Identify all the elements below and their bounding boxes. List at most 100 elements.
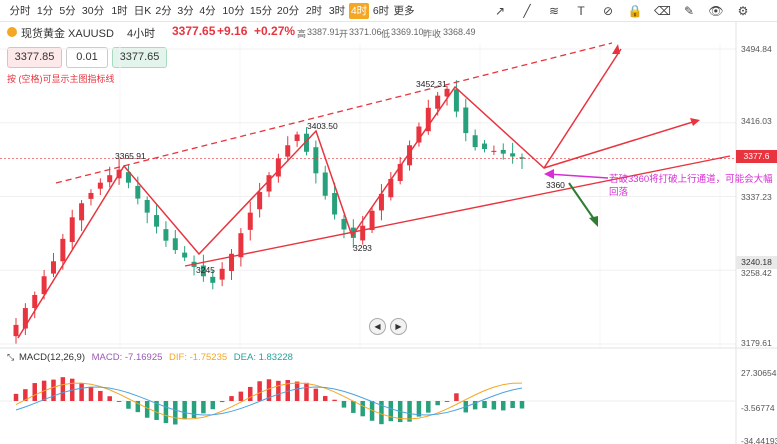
candle-body	[397, 163, 403, 181]
timeframe-tab[interactable]: 4分	[199, 5, 216, 17]
macd-histogram-bar	[126, 401, 131, 409]
macd-histogram-bar	[219, 401, 225, 403]
candle-body	[125, 172, 131, 183]
price-tick: 3494.84	[741, 44, 772, 54]
eye-icon[interactable]: 👁	[708, 4, 724, 18]
macd-histogram-bar	[519, 401, 525, 409]
draw-line-icon[interactable]: ╱	[523, 4, 531, 18]
timeframe-tab[interactable]: 更多	[393, 5, 415, 17]
macd-header: MACD(12,26,9) MACD: -7.16925 DIF: -1.752…	[19, 352, 297, 364]
annotation-text: 若破3360将打破上行通道，可能会大幅	[609, 173, 773, 185]
buy-price-button[interactable]: 3377.65	[112, 47, 167, 68]
channel-resistance-line	[55, 42, 613, 184]
macd-histogram-bar	[210, 401, 216, 410]
timeframe-tab[interactable]: 10分	[222, 5, 245, 17]
draw-text-icon[interactable]: T	[577, 4, 585, 18]
macd-histogram-bar	[173, 401, 178, 425]
price-change: +9.16	[217, 24, 248, 38]
candle-body	[322, 172, 328, 196]
timeframe-tab[interactable]: 分时	[9, 5, 31, 17]
macd-histogram-bar	[51, 379, 56, 401]
candle-body	[172, 238, 178, 251]
high-label: 高	[297, 29, 307, 39]
eraser-icon[interactable]: ⌫	[654, 4, 671, 18]
hide-icon[interactable]: ⊘	[602, 4, 614, 18]
open-label: 开	[339, 29, 349, 39]
macd-title[interactable]: MACD(12,26,9)	[19, 352, 85, 363]
macd-histogram-bar	[13, 393, 19, 401]
annotation-arrowhead	[544, 169, 554, 179]
quantity-input[interactable]: 0.01	[66, 47, 108, 68]
candle-body	[416, 126, 422, 143]
macd-tick: -34.44193	[741, 436, 777, 444]
macd-histogram-bar	[191, 401, 197, 418]
macd-histogram-bar	[32, 383, 37, 401]
crosshair-price-marker: 3240.18	[736, 256, 777, 269]
macd-histogram-bar	[60, 377, 66, 401]
low-label: 低	[381, 29, 391, 39]
macd-histogram-bar	[107, 396, 112, 401]
bear-projection-line	[568, 182, 597, 223]
macd-histogram-bar	[369, 401, 375, 421]
symbol-timeframe[interactable]: 4小时	[127, 28, 156, 40]
macd-histogram-bar	[79, 383, 84, 401]
draw-channel-icon[interactable]: ≋	[548, 4, 560, 18]
macd-histogram-bar	[266, 379, 272, 401]
candle-body	[425, 107, 431, 132]
current-price-marker: 3377.6	[736, 150, 777, 163]
timeframe-tab[interactable]: 15分	[249, 5, 273, 17]
candle-body	[275, 158, 281, 177]
timeframe-tab[interactable]: 日K	[133, 5, 152, 17]
candle-body	[482, 143, 488, 149]
draw-arrow-icon[interactable]: ↗	[494, 4, 506, 18]
timeframe-tab[interactable]: 1时	[111, 5, 128, 17]
edit-icon[interactable]: ✎	[683, 4, 695, 18]
candle-body	[369, 210, 375, 231]
prev-close-value: 3368.49	[443, 27, 476, 37]
collapse-icon[interactable]: ⤡	[7, 352, 15, 362]
swing-label: 3245	[196, 265, 215, 275]
candle-body	[453, 89, 459, 112]
timeframe-tab[interactable]: 2时	[305, 5, 323, 17]
macd-histogram-bar	[482, 401, 487, 409]
macd-histogram-bar	[135, 401, 141, 413]
sell-price-button[interactable]: 3377.85	[7, 47, 62, 68]
timeframe-tab[interactable]: 20分	[276, 5, 300, 17]
candle-body	[69, 217, 75, 243]
indicator-hint: 按 (空格)可显示主图指标线	[7, 74, 115, 84]
settings-icon[interactable]: ⚙	[737, 4, 749, 18]
timeframe-tab[interactable]: 30分	[81, 5, 105, 17]
candle-body	[32, 294, 38, 309]
swing-label: 3452.31	[416, 79, 447, 89]
timeframe-tab[interactable]: 3时	[328, 5, 346, 17]
candle-body	[182, 252, 188, 258]
candle-body	[313, 147, 319, 174]
macd-histogram-bar	[379, 401, 384, 425]
macd-histogram-bar	[144, 401, 150, 418]
scroll-forward-button[interactable]: ▶	[390, 318, 407, 335]
swing-label: 3403.50	[307, 121, 338, 131]
macd-histogram-bar	[435, 401, 440, 406]
timeframe-tab[interactable]: 6时	[372, 5, 390, 17]
lock-icon[interactable]: 🔒	[627, 4, 643, 18]
macd-histogram-bar	[116, 401, 122, 402]
timeframe-toolbar: 分时 1分 5分 30分 1时 日K 2分 3分 4分 10分 15分 20分 2时 3时 4时 6时 更多 ↗ ╱…	[0, 0, 777, 22]
macd-tick: 27.30654	[741, 368, 777, 378]
price-change-percent: +0.27%	[254, 24, 296, 38]
candle-body	[200, 265, 206, 277]
candle-body	[472, 135, 478, 148]
candle-body	[229, 253, 235, 271]
low-value: 3369.10	[391, 27, 424, 37]
timeframe-tab[interactable]: 2分	[155, 5, 172, 17]
timeframe-tab[interactable]: 5分	[59, 5, 76, 17]
symbol-name[interactable]: 现货黄金 XAUUSD	[21, 28, 114, 40]
scroll-back-button[interactable]: ◀	[369, 318, 386, 335]
timeframe-tab[interactable]: 1分	[36, 5, 54, 17]
timeframe-tab[interactable]: 4时	[349, 3, 369, 19]
timeframe-tab[interactable]: 3分	[177, 5, 194, 17]
candle-body	[285, 145, 291, 157]
swing-label: 3365.91	[115, 151, 146, 161]
bull-arrowhead	[612, 44, 620, 54]
candle-body	[407, 145, 413, 166]
